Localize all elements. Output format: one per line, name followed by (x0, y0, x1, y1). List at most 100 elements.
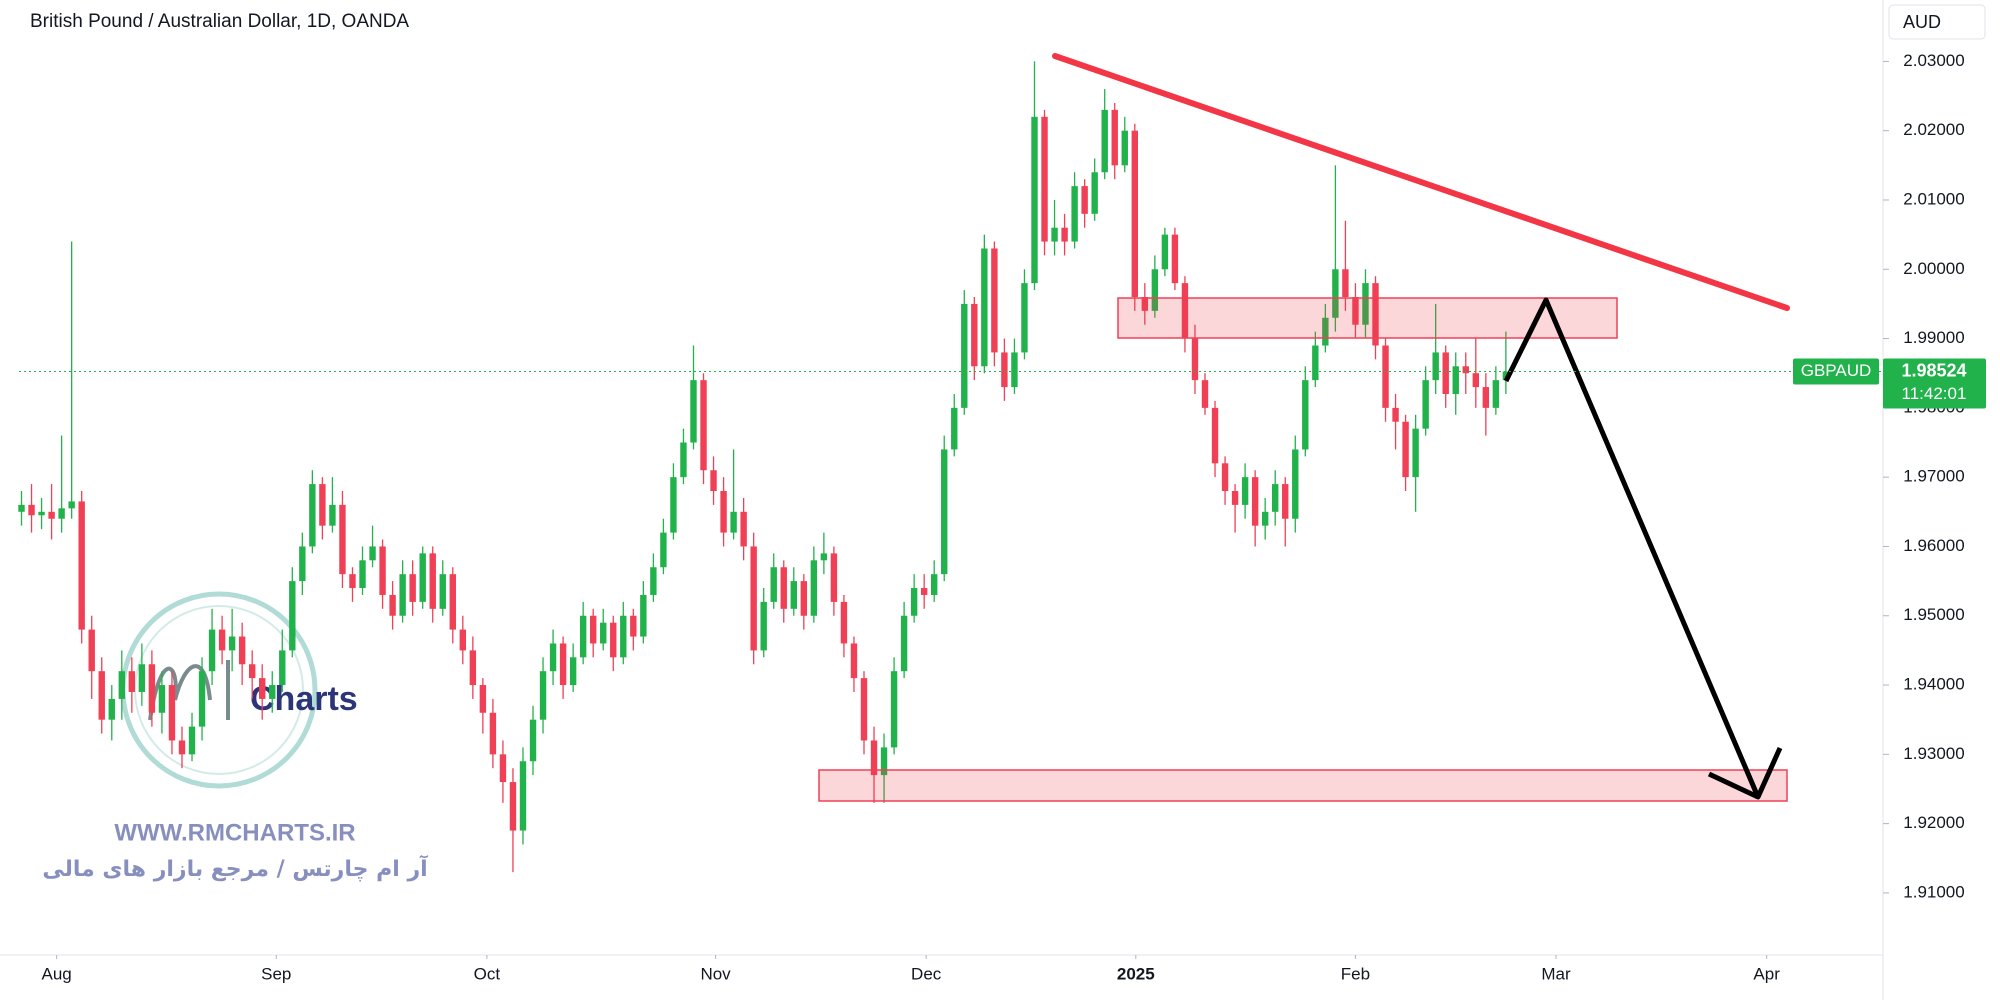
symbol-tag (1793, 358, 1879, 385)
candle-body (1171, 234, 1179, 284)
candle-body (259, 678, 266, 699)
price-tag: GBPAUD 1.98524 11:42:01 (19, 358, 1986, 409)
candle-body (1231, 491, 1239, 505)
candle-body (1191, 338, 1199, 381)
candle-body (1372, 283, 1379, 346)
candle-body (1011, 352, 1018, 388)
candle-body (750, 546, 757, 651)
y-tick-label: 1.91000 (1903, 882, 1964, 901)
candle-body (1292, 449, 1299, 519)
candle-body (1241, 477, 1249, 505)
candle-body (670, 477, 677, 533)
x-tick-label: Oct (474, 964, 501, 983)
candle-body (1282, 484, 1289, 519)
candle-body (971, 303, 978, 367)
candle-body (1422, 380, 1429, 429)
candle-body (429, 553, 436, 609)
x-tick-label: Apr (1753, 964, 1780, 983)
candle-body (88, 629, 95, 672)
candle-body (830, 553, 838, 602)
candle-body (800, 581, 808, 616)
candle-body (780, 567, 787, 609)
candle-body (469, 650, 477, 686)
candle-body (589, 615, 597, 644)
candle-body (1402, 421, 1409, 478)
candle-body (108, 698, 115, 720)
y-tick-label: 2.03000 (1903, 51, 1964, 70)
candle-body (1181, 283, 1189, 339)
candle-body (198, 671, 206, 727)
candle-body (238, 636, 246, 665)
candle-body (1352, 296, 1359, 325)
y-tick-label: 1.95000 (1903, 605, 1964, 624)
candle-body (1322, 317, 1329, 346)
candle-body (1342, 269, 1349, 297)
candle-body (1101, 109, 1108, 173)
candle-body (409, 574, 416, 602)
candle-body (349, 574, 356, 589)
candle-body (991, 248, 998, 353)
x-tick-label: Aug (41, 964, 71, 983)
candle-body (128, 671, 136, 692)
candle-body (700, 380, 707, 471)
candle-body (309, 484, 316, 547)
y-tick-label: 2.02000 (1903, 120, 1964, 139)
candle-body (951, 407, 958, 450)
candle-body (148, 664, 156, 713)
x-tick-label: Dec (911, 964, 942, 983)
candle-body (18, 504, 25, 512)
candle-body (1442, 352, 1449, 395)
candle-body (1432, 352, 1439, 381)
candle-body (710, 470, 717, 492)
x-tick-label: Nov (700, 964, 731, 983)
candle-body (680, 442, 687, 478)
last-price-label: 1.98524 (1901, 360, 1966, 380)
candle-body (1492, 380, 1500, 408)
candle-body (790, 581, 797, 609)
currency-label[interactable]: AUD (1903, 12, 1941, 32)
candle-body (319, 484, 326, 526)
currency-button[interactable] (1888, 4, 1986, 40)
candle-body (850, 643, 858, 679)
candle-body (78, 501, 85, 630)
candle-body (1211, 407, 1219, 464)
trendline (1052, 53, 1790, 311)
candle-body (1071, 186, 1078, 242)
x-tick-label: Mar (1541, 964, 1571, 983)
candle-body (248, 664, 256, 679)
candle-body (449, 574, 456, 630)
candle-body (1362, 283, 1369, 325)
candle-body (509, 782, 517, 831)
candle-body (1382, 345, 1389, 408)
candle-body (1001, 352, 1008, 388)
x-tick-label: Feb (1341, 964, 1370, 983)
candle-body (98, 671, 105, 720)
candle-body (720, 491, 727, 533)
candle-body (840, 601, 848, 644)
candle-body (1392, 407, 1399, 422)
candle-body (1021, 283, 1028, 353)
candle-body (569, 657, 577, 686)
support-zone (818, 769, 1788, 802)
y-tick-label: 2.00000 (1903, 259, 1964, 278)
candle-body (38, 511, 45, 516)
candle-body (941, 449, 948, 575)
candle-body (208, 629, 216, 672)
candle-body (178, 740, 186, 755)
candle-body (289, 581, 296, 651)
candle-body (981, 248, 988, 367)
candle-body (1121, 130, 1128, 166)
chart-title: British Pound / Australian Dollar, 1D, O… (30, 11, 409, 32)
candle-body (1452, 366, 1459, 395)
candle-body (1221, 463, 1229, 492)
candle-body (660, 532, 667, 568)
candle-body (279, 650, 286, 686)
watermark-tagline: آر ام چارتس / مرجع بازار های مالی (42, 854, 428, 882)
candle-body (610, 622, 617, 658)
candle-body (529, 719, 537, 762)
candle-body (299, 546, 306, 582)
candle-body (138, 664, 146, 692)
y-tick-label: 1.94000 (1903, 675, 1964, 694)
